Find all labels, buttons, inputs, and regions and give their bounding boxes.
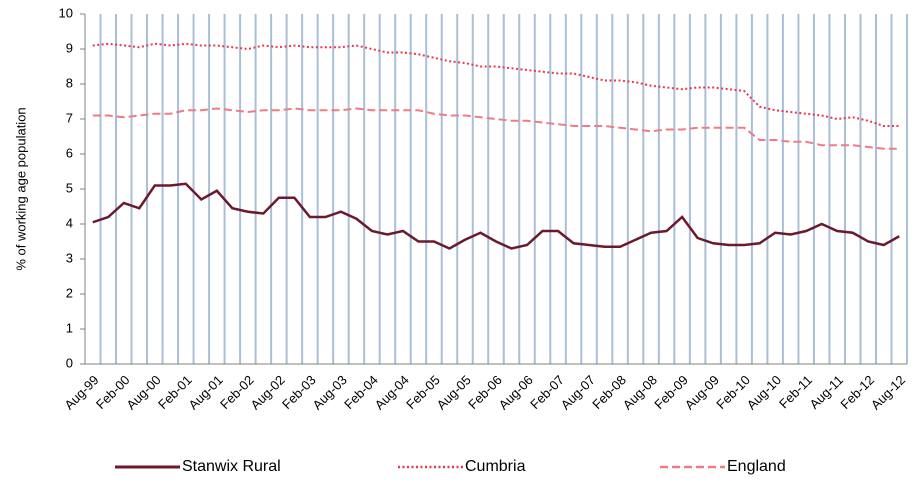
- y-tick-label: 2: [66, 285, 73, 300]
- series-line: [92, 107, 900, 150]
- x-tick-label: Aug-12: [868, 372, 908, 412]
- y-tick-label: 10: [59, 5, 73, 20]
- x-tick-label: Aug-11: [807, 372, 847, 412]
- x-tick-label: Aug-02: [248, 372, 288, 412]
- x-tick-label: Aug-00: [123, 372, 163, 412]
- legend-label: Cumbria: [465, 458, 526, 475]
- y-tick-label: 1: [66, 320, 73, 335]
- x-tick-label: Aug-10: [744, 372, 784, 412]
- y-tick-label: 9: [66, 40, 73, 55]
- y-axis-label: % of working age population: [13, 107, 28, 270]
- y-tick-label: 7: [66, 110, 73, 125]
- x-tick-label: Aug-07: [558, 372, 598, 412]
- series-line: [92, 42, 900, 127]
- legend-label: England: [727, 458, 786, 475]
- x-tick-label: Aug-09: [682, 372, 722, 412]
- y-tick-label: 5: [66, 180, 73, 195]
- x-tick-label: Aug-99: [61, 372, 101, 412]
- series-line: [92, 182, 900, 250]
- x-tick-label: Aug-03: [310, 372, 350, 412]
- x-tick-label: Aug-01: [185, 372, 225, 412]
- x-tick-label: Aug-08: [620, 372, 660, 412]
- x-tick-label: Aug-06: [496, 372, 536, 412]
- y-tick-label: 3: [66, 250, 73, 265]
- y-tick-label: 6: [66, 145, 73, 160]
- legend-label: Stanwix Rural: [182, 458, 281, 475]
- x-tick-label: Aug-05: [434, 372, 474, 412]
- x-tick-label: Feb-11: [776, 372, 815, 411]
- x-tick-label: Aug-04: [372, 372, 412, 412]
- y-tick-label: 4: [66, 215, 73, 230]
- y-tick-label: 0: [66, 355, 73, 370]
- y-tick-label: 8: [66, 75, 73, 90]
